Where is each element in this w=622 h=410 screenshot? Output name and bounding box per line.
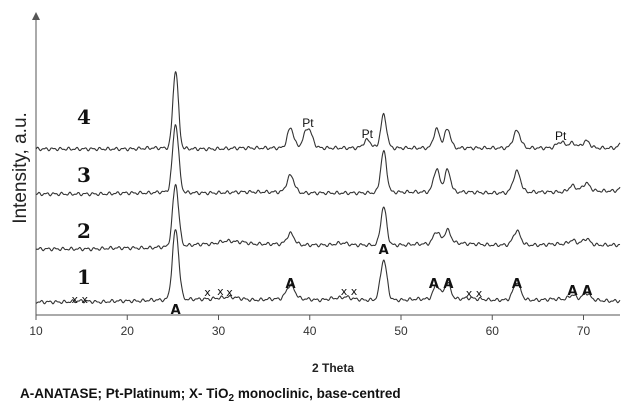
monoclinic-peak-label: x <box>226 286 233 299</box>
anatase-peak-label: A <box>286 277 296 292</box>
xrd-curve-1 <box>35 229 621 305</box>
xrd-curve-4 <box>35 70 621 152</box>
chart-axes: 10 20 30 40 50 60 70 2 Theta Intensity, a.u. <box>10 12 620 375</box>
monoclinic-peak-label: x x <box>72 293 89 306</box>
x-tick-label: 70 <box>577 324 591 338</box>
platinum-peak-label: Pt <box>555 129 567 143</box>
y-axis-label: Intensity, a.u. <box>10 112 31 224</box>
platinum-peak-label: Pt <box>362 127 374 141</box>
caption-subscript: 2 <box>228 393 235 404</box>
anatase-peak-label: A A <box>429 277 454 292</box>
x-axis-label: 2 Theta <box>312 361 354 375</box>
monoclinic-peak-label: x x <box>341 285 358 298</box>
monoclinic-peak-label: x x <box>466 287 483 300</box>
xrd-chart: 10 20 30 40 50 60 70 2 Theta Intensity, a.u. 1 2 3… <box>10 12 621 375</box>
chart-curves <box>35 70 621 305</box>
anatase-peak-label: A <box>512 277 522 292</box>
xrd-curve-2 <box>35 183 621 252</box>
anatase-peak-label: A <box>171 303 181 318</box>
monoclinic-peak-label: x <box>217 285 224 298</box>
x-tick-label: 10 <box>29 324 43 338</box>
y-axis-arrow <box>32 12 40 20</box>
x-tick-label: 30 <box>212 324 226 338</box>
curve-label-2: 2 <box>77 219 91 243</box>
curve-label-4: 4 <box>77 105 91 129</box>
curve-label-1: 1 <box>77 265 91 289</box>
curve-label-3: 3 <box>77 163 91 187</box>
platinum-peak-label: Pt <box>302 116 314 130</box>
chart-caption: A-ANATASE; Pt-Platinum; X- TiO2 monoclin… <box>20 386 401 404</box>
caption-text-main: A-ANATASE; Pt-Platinum; X- TiO <box>20 386 229 401</box>
caption-text-rest: monoclinic, base-centred <box>234 386 401 401</box>
x-tick-label: 50 <box>394 324 408 338</box>
anatase-peak-label: A <box>379 243 389 258</box>
anatase-peak-label: A A <box>568 284 593 299</box>
x-tick-label: 20 <box>121 324 135 338</box>
x-tick-label: 60 <box>486 324 500 338</box>
xrd-curve-3 <box>36 124 621 197</box>
x-tick-label: 40 <box>303 324 317 338</box>
monoclinic-peak-label: x <box>204 286 211 299</box>
